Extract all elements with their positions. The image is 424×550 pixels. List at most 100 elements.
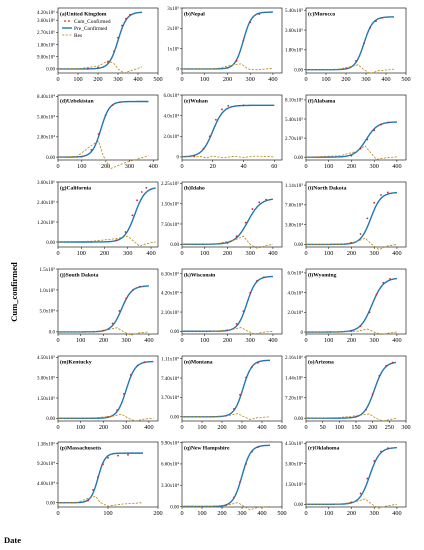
y-tick-label: 2.16x10⁶ [285, 355, 303, 361]
subplot-17: 0.00 3.30x10⁴ 6.60x10⁴ 9.90x10⁴ 0 100 200 300 40… [161, 440, 287, 517]
x-tick-label: 100 [321, 76, 330, 83]
point-cum-confirmed [359, 325, 362, 328]
point-cum-confirmed [365, 408, 367, 411]
point-cum-confirmed [225, 414, 227, 417]
point-cum-confirmed [249, 291, 252, 294]
x-tick-label: 100 [324, 337, 333, 344]
plot-frame [305, 355, 407, 422]
point-cum-confirmed [380, 194, 382, 196]
point-cum-confirmed [386, 447, 389, 449]
series-res [305, 498, 397, 509]
point-cum-confirmed [242, 39, 245, 42]
x-tick-label: 200 [368, 424, 377, 431]
series-pre-confirmed [58, 452, 143, 504]
x-tick-label: 400 [133, 76, 142, 83]
subplot-title: (o)Arizona [308, 359, 334, 366]
series-res [305, 413, 397, 422]
y-tick-label: 4.0x10⁴ [164, 113, 180, 119]
series-res [305, 145, 397, 160]
x-tick-label: 200 [99, 337, 108, 344]
point-cum-confirmed [366, 217, 369, 220]
subplot-14: 0.00 3.70x10⁴ 7.40x10⁴ 1.11x10⁵ 0 100 200 300 40… [161, 355, 287, 431]
point-cum-confirmed [363, 42, 365, 45]
point-cum-confirmed [242, 104, 245, 107]
point-cum-confirmed [131, 214, 134, 217]
point-cum-confirmed [373, 201, 376, 204]
y-tick-label: 7.60x10⁴ [285, 203, 303, 209]
series-pre-confirmed [58, 187, 156, 243]
point-cum-confirmed [145, 186, 148, 189]
x-tick-label: 50 [320, 424, 326, 431]
point-cum-confirmed [121, 24, 123, 27]
point-cum-confirmed [375, 293, 378, 296]
point-cum-confirmed [373, 129, 376, 132]
plot-frame [57, 181, 159, 248]
x-tick-label: 200 [347, 337, 356, 344]
x-tick-label: 400 [392, 337, 401, 344]
y-tick-label: 2.70x10⁵ [285, 136, 303, 142]
x-tick-label: 200 [223, 76, 232, 83]
x-tick-label: 0 [304, 337, 307, 344]
point-cum-confirmed [233, 496, 235, 499]
y-tick-label: 5.60x10⁴ [37, 114, 55, 120]
point-cum-confirmed [382, 281, 385, 284]
plot-frame [181, 94, 283, 161]
point-cum-confirmed [102, 463, 104, 466]
subplot-title: (e)Wuhan [184, 98, 209, 105]
x-tick-label: 0 [304, 76, 307, 83]
subplot-2: 0 1x10⁵ 2x10⁵ 3x10⁵ 0 100 200 300 400 (b)Nepal [167, 6, 283, 83]
y-tick-label: 1.0x10⁵ [40, 288, 56, 294]
y-tick-label: 0.00 [46, 241, 55, 246]
y-tick-label: 0.00 [170, 416, 179, 421]
point-cum-confirmed [249, 21, 252, 24]
point-cum-confirmed [123, 393, 125, 395]
point-cum-confirmed [257, 446, 259, 449]
x-tick-label: 0 [56, 424, 59, 431]
point-cum-confirmed [258, 201, 261, 204]
point-cum-confirmed [97, 133, 100, 135]
x-tick-label: 20 [210, 163, 216, 170]
subplot-7: 0.00 1.20x10⁶ 2.40x10⁶ 3.60x10⁶ 0 100 200 300 40… [37, 180, 159, 257]
x-tick-label: 300 [122, 424, 131, 431]
x-tick-label: 300 [370, 163, 379, 170]
point-cum-confirmed [242, 310, 245, 313]
point-cum-confirmed [239, 393, 241, 396]
y-tick-label: 0.00 [46, 156, 55, 161]
y-tick-label: 0.00 [170, 243, 179, 248]
y-axis-label-text: Cum_confirmed [9, 262, 19, 322]
x-tick-label: 300 [123, 250, 132, 257]
x-tick-label: 100 [77, 250, 86, 257]
x-tick-label: 200 [347, 163, 356, 170]
x-tick-label: 100 [324, 163, 333, 170]
y-tick-label: 6.30x10⁵ [161, 271, 179, 277]
point-cum-confirmed [113, 50, 115, 53]
subplot-title: (j)South Dakota [60, 272, 99, 279]
point-cum-confirmed [239, 481, 241, 483]
point-cum-confirmed [386, 191, 389, 194]
series-res [57, 60, 143, 74]
series-res [306, 64, 395, 74]
point-cum-confirmed [115, 239, 118, 242]
plot-frame [305, 268, 407, 335]
y-tick-label: 7.20x10⁵ [285, 396, 303, 402]
x-tick-label: 400 [144, 424, 153, 431]
series-pre-confirmed [58, 100, 149, 158]
series-pre-confirmed [182, 444, 271, 508]
y-tick-label: 8.40x10⁴ [37, 94, 55, 100]
series-res [306, 328, 397, 335]
point-cum-confirmed [245, 376, 247, 379]
subplot-title: (r)Oklahoma [308, 445, 340, 452]
subplot-15: 0.00 7.20x10⁵ 1.44x10⁶ 2.16x10⁶ 0 50 100 150 200… [285, 355, 411, 431]
x-tick-label: 300 [246, 337, 255, 344]
point-cum-confirmed [102, 329, 105, 332]
point-cum-confirmed [118, 310, 121, 312]
x-tick-label: 500 [277, 424, 286, 431]
point-cum-confirmed [251, 366, 253, 368]
series-res [181, 327, 273, 335]
point-cum-confirmed [350, 501, 353, 504]
y-tick-label: 4.50x10⁵ [285, 441, 303, 447]
subplot-title: (n)Montana [184, 359, 213, 366]
x-tick-label: 300 [237, 424, 246, 431]
series-pre-confirmed [306, 361, 397, 419]
point-cum-confirmed [359, 492, 362, 495]
